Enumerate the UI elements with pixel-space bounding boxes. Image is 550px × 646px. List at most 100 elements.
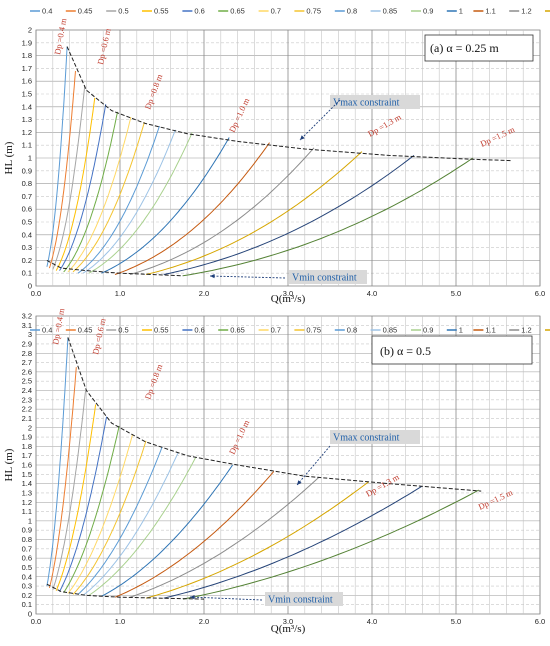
x-tick-label: 4.0: [367, 289, 377, 298]
y-tick-label: 3: [28, 330, 32, 339]
series-line-0.4: [46, 337, 69, 587]
y-tick-label: 1.5: [22, 90, 32, 99]
x-tick-label: 2.0: [199, 289, 209, 298]
legend-label: 1.2: [521, 7, 531, 16]
series-line-1.3: [145, 151, 363, 275]
y-tick-label: 0.4: [22, 230, 32, 239]
series-line-0.8: [77, 447, 163, 595]
y-tick-label: 0.8: [22, 535, 32, 544]
x-axis-title: Q(m³/s): [271, 293, 306, 305]
series-line-0.9: [88, 457, 197, 596]
vmin-constraint-curve: [46, 583, 205, 600]
series-line-0.55: [55, 97, 96, 271]
y-tick-label: 0.2: [22, 591, 32, 600]
x-tick-label: 2.0: [199, 617, 209, 626]
series-line-1.2: [129, 147, 315, 275]
y-tick-label: 1.4: [22, 102, 32, 111]
legend-label: 0.5: [118, 7, 128, 16]
legend: 0.4 0.45 0.5 0.55 0.6 0.65 0.7 0.75 0.8 0.85 0.9 1 1…: [30, 7, 550, 16]
chart-panel-a: 0 0.1 0.2 0.3 0.4 0.5 0.6 0.7 0.8 0.9 1 1.1 1.2 1.3 1.…: [3, 7, 550, 305]
vmin-annotation-arrowhead: [190, 595, 195, 600]
series-line-0.85: [82, 452, 179, 596]
y-tick-label: 1.5: [22, 470, 32, 479]
series-line-0.6: [59, 104, 107, 271]
y-tick-label: 1.9: [22, 433, 32, 442]
x-tick-label: 0.0: [31, 617, 41, 626]
x-tick-label: 0.0: [31, 289, 41, 298]
y-tick-label: 0.3: [22, 243, 32, 252]
series-line-1.4: [163, 155, 415, 275]
legend-label: 0.75: [306, 7, 321, 16]
legend-label: 0.6: [194, 7, 204, 16]
legend-label: 1.1: [485, 7, 495, 16]
vmax-annotation-arrowhead: [300, 135, 305, 140]
vmin-annotation-arrow: [189, 596, 263, 601]
series-line-0.7: [67, 116, 132, 273]
y-tick-label: 1.1: [22, 507, 32, 516]
vmin-annotation-label: Vmin constraint: [268, 595, 333, 606]
x-tick-label: 6.0: [535, 289, 545, 298]
series-line-0.5: [52, 86, 86, 270]
y-tick-label: 1.6: [22, 461, 32, 470]
y-tick-label: 1.4: [22, 479, 32, 488]
series-line-1.2: [129, 476, 320, 598]
y-tick-label: 1.3: [22, 488, 32, 497]
series-line-0.4: [46, 46, 68, 267]
y-tick-label: 0.1: [22, 600, 32, 609]
x-axis-title: Q(m³/s): [271, 623, 306, 635]
y-tick-label: 1.6: [22, 77, 32, 86]
y-tick-label: 0.6: [22, 554, 32, 563]
legend-label: 1: [459, 7, 463, 16]
y-tick-label: 2.7: [22, 358, 32, 367]
y-tick-label: 1: [28, 516, 32, 525]
legend-label: 0.65: [230, 326, 245, 335]
y-tick-label: 0.7: [22, 192, 32, 201]
vmax-annotation-label: Vmax constraint: [333, 98, 400, 109]
series-line-0.65: [63, 111, 118, 273]
y-tick-label: 2.3: [22, 395, 32, 404]
series-line-0.8: [77, 125, 160, 274]
legend-label: 0.85: [383, 326, 398, 335]
vmax-constraint-curve: [67, 337, 482, 492]
legend-label: 0.9: [423, 7, 433, 16]
vmin-annotation-arrowhead: [210, 274, 215, 279]
y-tick-label: 1.8: [22, 442, 32, 451]
legend-label: 0.55: [154, 7, 169, 16]
legend-label: 1: [459, 326, 463, 335]
vmax-annotation-box: [330, 95, 420, 109]
series-line-0.45: [48, 70, 76, 269]
series-line-0.45: [48, 367, 77, 589]
y-tick-label: 2: [28, 26, 32, 35]
y-tick-label: 1.2: [22, 498, 32, 507]
legend-label: 0.75: [306, 326, 321, 335]
y-tick-label: 0.5: [22, 218, 32, 227]
legend-label: 0.4: [42, 7, 52, 16]
y-tick-label: 2.9: [22, 339, 32, 348]
y-tick-label: 1: [28, 154, 32, 163]
series-line-0.5: [52, 390, 87, 590]
series-line-0.65: [63, 425, 120, 593]
legend-label: 1.1: [485, 326, 495, 335]
x-tick-label: 1.0: [115, 617, 125, 626]
vmin-constraint-curve: [46, 259, 184, 277]
series-line-1: [101, 464, 234, 597]
y-tick-label: 0.2: [22, 256, 32, 265]
y-tick-label: 0: [28, 610, 32, 619]
vmin-annotation-box: [289, 270, 367, 284]
y-tick-label: 1.3: [22, 115, 32, 124]
y-tick-label: 0.3: [22, 582, 32, 591]
vmax-annotation-arrow: [296, 445, 331, 486]
y-tick-label: 1.9: [22, 38, 32, 47]
vmax-constraint-curve: [66, 46, 511, 162]
panel-label-box: [424, 34, 534, 62]
y-axis-title: HL (m): [3, 141, 15, 174]
y-tick-label: 0.7: [22, 544, 32, 553]
chart-panel-b: 00.10.20.30.40.50.60.70.80.911.11.21.31.…: [3, 307, 550, 635]
legend-label: 0.8: [347, 326, 357, 335]
legend-label: 1.2: [521, 326, 531, 335]
y-tick-label: 0.9: [22, 166, 32, 175]
legend: 0.4 0.45 0.5 0.55 0.6 0.65 0.7 0.75 0.8 0.85 0.9 1 1…: [30, 326, 550, 335]
series-line-0.9: [88, 132, 193, 274]
y-tick-label: 0.6: [22, 205, 32, 214]
